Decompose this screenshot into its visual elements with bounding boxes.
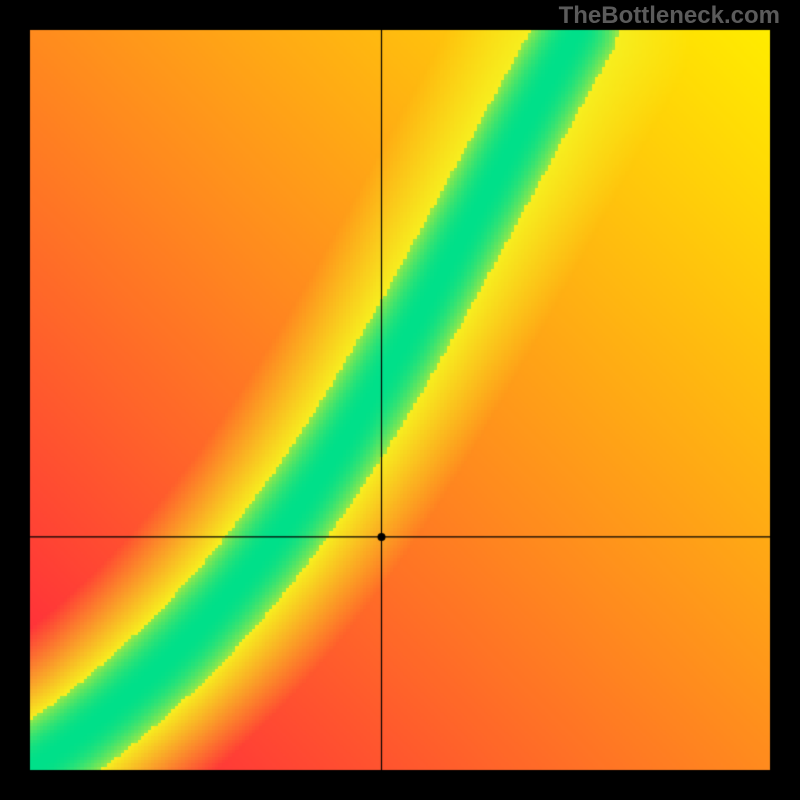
watermark-text: TheBottleneck.com	[559, 2, 780, 30]
chart-container: { "canvas": { "width": 800, "height": 80…	[0, 0, 800, 800]
heatmap-canvas	[0, 0, 800, 800]
